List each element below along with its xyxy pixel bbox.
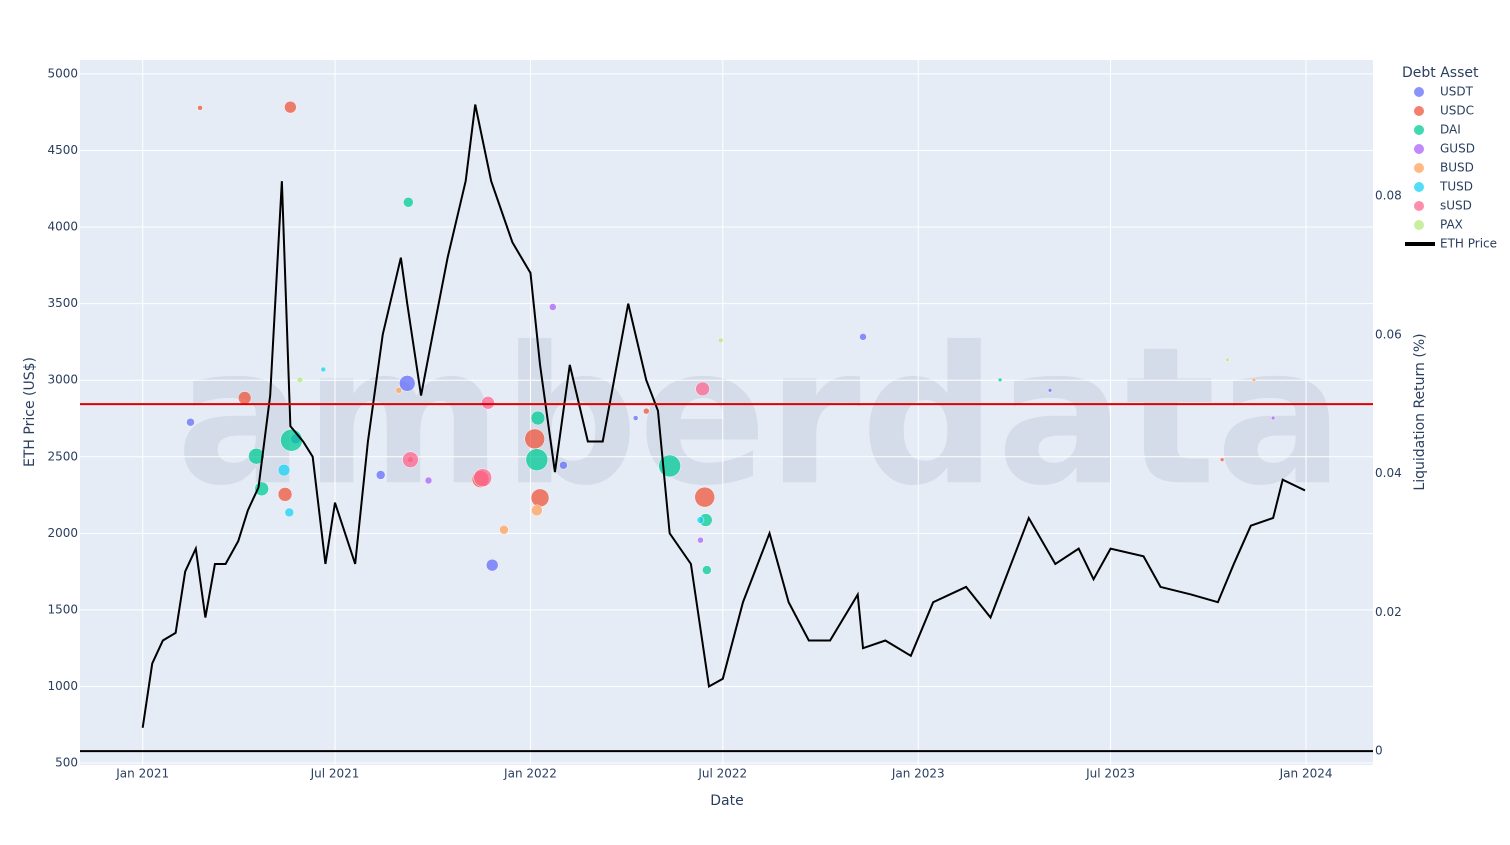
x-tick-label: Jan 2024 [1279,767,1333,781]
y-tick-label: 3500 [47,296,78,310]
scatter-point [296,376,304,384]
scatter-point [280,429,303,452]
legend-label: sUSD [1440,199,1472,213]
scatter-point [530,488,550,508]
scatter-point [643,407,650,415]
scatter-point [997,377,1003,383]
scatter-point [277,487,293,502]
legend-swatch [1414,106,1424,116]
legend-label: BUSD [1440,161,1474,175]
x-tick-label: Jul 2022 [697,767,747,781]
legend-swatch [1414,125,1424,135]
legend-label: ETH Price [1440,237,1497,251]
y-tick-label: 1000 [47,679,78,693]
scatter-point [525,448,549,471]
scatter-point [485,558,499,572]
scatter-point [549,303,557,311]
legend-swatch [1414,163,1424,173]
x-tick-label: Jul 2021 [310,767,360,781]
scatter-point [375,470,386,480]
scatter-point [530,410,546,426]
price-line [141,104,1306,728]
scatter-point [695,381,710,397]
x-axis-title: Date [710,793,743,809]
y-tick-label: 3000 [47,373,78,387]
scatter-point [320,366,327,373]
y2-tick-label: 0.08 [1375,189,1402,203]
plot-background [80,60,1373,765]
y-tick-label: 2000 [47,526,78,540]
scatter-point [694,486,715,508]
y2-tick-label: 0.06 [1375,327,1402,341]
y-axis-title: ETH Price (US$) [22,357,38,467]
scatter-point [424,476,433,485]
watermark: amberdata [176,306,1344,527]
scatter-point [524,428,545,450]
legend-swatch [1414,144,1424,154]
y-tick-label: 4500 [47,143,78,157]
legend-label: DAI [1440,123,1461,137]
legend-label: TUSD [1439,180,1473,194]
x-tick-label: Jan 2023 [891,767,945,781]
legend-label: PAX [1440,218,1463,232]
y2-axis-title: Liquidation Return (%) [1412,333,1428,490]
scatter-point [559,460,568,470]
scatter-point [696,516,705,524]
legend-swatch [1414,201,1424,211]
y-tick-label: 1500 [47,602,78,616]
y2-tick-label: 0.04 [1375,466,1402,480]
scatter-point [284,100,297,114]
scatter-point [859,333,867,341]
x-tick-label: Jul 2023 [1085,767,1135,781]
scatter-point [1225,357,1230,363]
scatter-point [531,504,543,517]
scatter-point [697,536,704,544]
legend-label: USDC [1440,104,1474,118]
scatter-point [1251,377,1257,383]
y-tick-label: 500 [55,756,78,770]
legend-title: Debt Asset [1402,65,1479,81]
legend-swatch [1414,87,1424,97]
scatter-point [1219,457,1225,462]
scatter-point [395,387,402,394]
legend-label: USDT [1440,85,1474,99]
scatter-point [284,507,295,518]
scatter-point [1047,388,1053,393]
y-tick-label: 2500 [47,449,78,463]
x-tick-label: Jan 2021 [115,767,169,781]
scatter-point [403,196,414,208]
legend-label: GUSD [1440,142,1475,156]
scatter-point [717,337,724,344]
legend-swatch [1414,182,1424,192]
y2-tick-label: 0 [1375,744,1383,758]
scatter-point [499,525,509,535]
scatter-point [277,463,291,477]
scatter-point [186,417,195,427]
scatter-point [632,415,639,421]
scatter-point [1270,415,1276,421]
y2-tick-label: 0.02 [1375,605,1402,619]
scatter-point [197,105,203,111]
y-tick-label: 5000 [47,66,78,80]
y-tick-label: 4000 [47,220,78,234]
scatter-point [402,451,419,468]
scatter-point [248,447,265,465]
scatter-point [237,391,252,405]
scatter-point [398,375,416,392]
legend-swatch [1414,220,1424,230]
scatter-point [702,565,712,575]
x-tick-label: Jan 2022 [503,767,557,781]
scatter-point [481,396,495,410]
scatter-point [473,468,492,487]
